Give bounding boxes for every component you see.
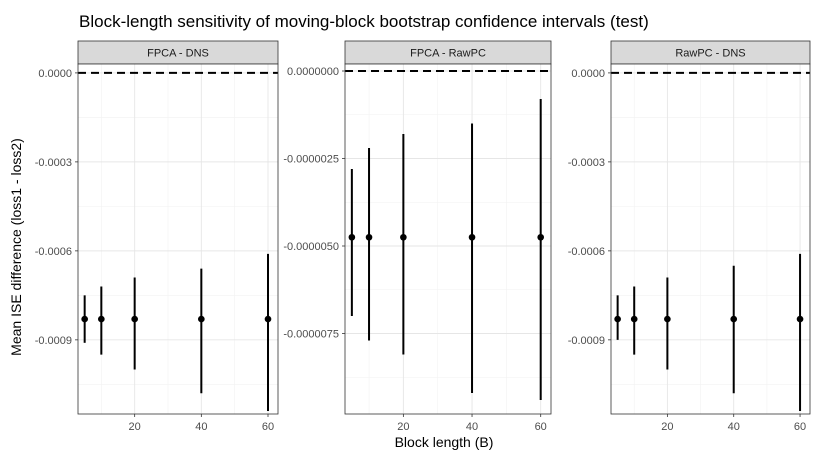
panel-border [344,63,552,415]
x-tick-label: 20 [661,421,673,433]
y-tick-label: 0.0000000 [287,66,339,78]
data-point [98,315,105,323]
data-point [468,233,476,241]
x-tick-label: 60 [535,421,547,433]
y-tick-label: -0.0009 [568,335,605,347]
data-point [537,233,544,241]
plot-background [78,64,278,414]
y-tick-label: -0.0003 [35,157,72,169]
strip-label: FPCA - DNS [147,48,209,60]
data-point [796,315,804,323]
panel-2: FPCA - RawPC 0.0000000 -0.0000025 -0.000005… [283,40,552,433]
y-tick-label: -0.0009 [35,335,72,347]
data-point [614,315,621,323]
x-tick-label: 20 [397,421,409,433]
panel-border [610,63,811,415]
x-axis-label: Block length (B) [395,434,494,450]
x-tick-label: 40 [466,421,478,433]
y-tick-label: -0.0006 [568,246,605,258]
data-point [131,315,138,323]
y-tick-label: 0.0000 [571,68,605,80]
x-tick-label: 20 [129,421,141,433]
x-tick-label: 60 [794,421,806,433]
data-point [400,233,407,241]
y-tick-label: -0.0003 [568,157,605,169]
plot-background [345,64,551,414]
chart-title: Block-length sensitivity of moving-block… [79,12,649,31]
panel-1: FPCA - DNS 0.0000 -0.0003 -0.0006 -0.0009 20 4… [35,40,279,433]
panels-group: FPCA - DNS 0.0000 -0.0003 -0.0006 -0.0009 20 4… [35,40,811,433]
y-tick-label: -0.0000025 [283,154,339,166]
data-point [664,315,671,323]
y-tick-label: -0.0006 [35,246,72,258]
data-point [348,233,356,241]
data-point [198,315,205,323]
y-tick-label: -0.0000050 [283,241,339,253]
y-tick-label: 0.0000 [38,68,72,80]
x-tick-label: 60 [262,421,274,433]
strip-label: FPCA - RawPC [410,48,486,60]
strip-label: RawPC - DNS [675,48,745,60]
data-point [81,315,88,323]
plot-background [611,64,810,414]
data-point [730,315,738,323]
x-tick-label: 40 [728,421,740,433]
y-axis-label: Mean ISE difference (loss1 - loss2) [8,138,24,356]
data-point [365,233,373,241]
panel-border [77,63,279,415]
panel-3: RawPC - DNS 0.0000 -0.0003 -0.0006 -0.0009 20… [568,40,811,433]
x-tick-label: 40 [195,421,207,433]
data-point [630,315,638,323]
data-point [264,315,272,323]
y-tick-label: -0.0000075 [283,329,339,341]
